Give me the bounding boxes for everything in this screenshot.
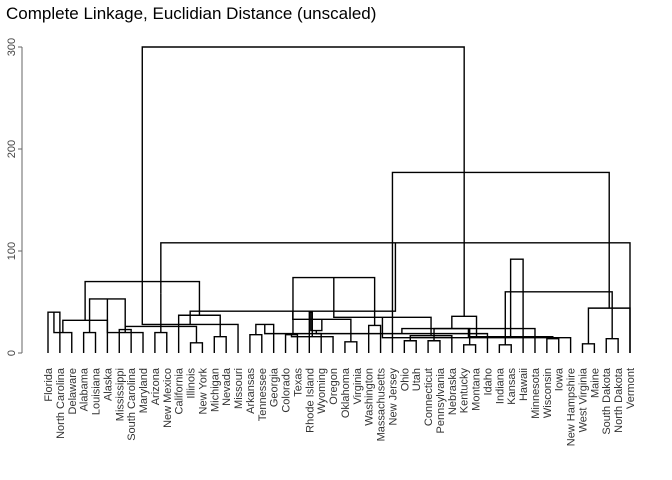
- leaf-label: Kansas: [506, 368, 518, 405]
- leaf-label: Pennsylvania: [435, 367, 447, 433]
- y-tick-label: 200: [6, 140, 18, 158]
- leaf-label: Maine: [589, 368, 601, 398]
- dendrogram-merge-link: [344, 341, 358, 353]
- leaf-label: Nebraska: [447, 367, 459, 415]
- leaf-label: Minnesota: [530, 367, 542, 419]
- leaf-label: Vermont: [625, 368, 637, 409]
- leaf-label: Maryland: [138, 368, 150, 413]
- dendrogram-merge-link: [62, 319, 109, 353]
- leaf-label: Indiana: [494, 367, 506, 404]
- leaf-label: Connecticut: [423, 368, 435, 426]
- leaf-label: Alabama: [79, 367, 91, 411]
- dendrogram-merge-link: [154, 331, 168, 353]
- dendrogram-merge-link: [82, 331, 97, 353]
- leaf-label: Wisconsin: [542, 368, 554, 418]
- leaf-label: Oregon: [328, 368, 340, 405]
- dendrogram-merge-link: [427, 340, 441, 353]
- dendrogram-merge-link: [189, 342, 204, 353]
- leaf-label: Hawaii: [518, 368, 530, 401]
- chart-title: Complete Linkage, Euclidian Distance (un…: [6, 4, 377, 23]
- leaf-label: Kentucky: [459, 368, 471, 414]
- leaf-label: Colorado: [281, 368, 293, 413]
- dendrogram-merge-link: [581, 343, 596, 353]
- dendrogram-merge-link: [546, 338, 560, 353]
- y-tick-label: 0: [6, 350, 18, 356]
- leaf-label: Florida: [43, 367, 55, 402]
- y-tick-label: 100: [6, 242, 18, 260]
- dendrogram-merge-link: [451, 315, 478, 338]
- leaf-label: Mississippi: [114, 368, 126, 421]
- y-tick-label: 300: [6, 38, 18, 56]
- leaf-label: North Carolina: [55, 367, 67, 439]
- dendrogram-merge-link: [391, 171, 610, 353]
- leaf-label: Texas: [292, 368, 304, 397]
- leaf-label: Ohio: [399, 368, 411, 391]
- leaf-label: Iowa: [554, 367, 566, 391]
- dendrogram-merge-link: [284, 333, 299, 353]
- leaf-label: Virginia: [352, 367, 364, 404]
- dendrogram-merge-link: [605, 338, 619, 353]
- leaf-label: New Mexico: [162, 368, 174, 428]
- leaf-label: South Carolina: [126, 367, 138, 441]
- leaf-label: Montana: [471, 367, 483, 411]
- leaf-label: New Hampshire: [566, 368, 578, 446]
- leaf-label: Louisiana: [91, 367, 103, 415]
- dendrogram-merge-link: [509, 258, 524, 353]
- dendrogram-links: [47, 46, 631, 353]
- leaf-label: Washington: [364, 368, 376, 426]
- leaf-label: Illinois: [186, 368, 198, 399]
- leaf-label: Arkansas: [245, 368, 257, 414]
- dendrogram-merge-link: [498, 344, 512, 353]
- leaf-label: Utah: [411, 368, 423, 391]
- leaf-label: Massachusetts: [376, 368, 388, 442]
- leaf-label: Rhode Island: [304, 368, 316, 433]
- leaf-label: North Dakota: [613, 367, 625, 433]
- dendrogram-merge-link: [504, 291, 613, 345]
- leaf-label: South Dakota: [601, 367, 613, 435]
- leaf-label: Nevada: [221, 367, 233, 406]
- dendrogram-merge-link: [315, 330, 489, 353]
- leaf-label: Wyoming: [316, 368, 328, 414]
- leaf-label: New Jersey: [387, 368, 399, 426]
- dendrogram-merge-link: [213, 335, 227, 353]
- leaf-label: Delaware: [67, 368, 79, 414]
- leaf-label: Oklahoma: [340, 367, 352, 418]
- leaf-label: Idaho: [482, 368, 494, 396]
- dendrogram-merge-link: [367, 324, 382, 353]
- leaf-label: Missouri: [233, 368, 245, 409]
- y-axis: 0 100 200 300: [6, 38, 23, 356]
- leaf-label: Michigan: [209, 368, 221, 412]
- dendrogram-merge-link: [249, 333, 263, 353]
- leaf-label: Arizona: [150, 367, 162, 405]
- dendrogram-merge-link: [141, 46, 465, 317]
- leaf-label: Georgia: [269, 367, 281, 407]
- leaf-label: New York: [197, 368, 209, 415]
- leaf-label: California: [174, 367, 186, 414]
- dendrogram-merge-link: [403, 340, 417, 353]
- leaf-label: West Virginia: [577, 367, 589, 432]
- leaf-labels: Florida North Carolina Delaware Alabama Loui…: [43, 367, 637, 446]
- leaf-label: Alaska: [102, 367, 114, 401]
- dendrogram-merge-link: [463, 344, 477, 353]
- leaf-label: Tennessee: [257, 368, 269, 421]
